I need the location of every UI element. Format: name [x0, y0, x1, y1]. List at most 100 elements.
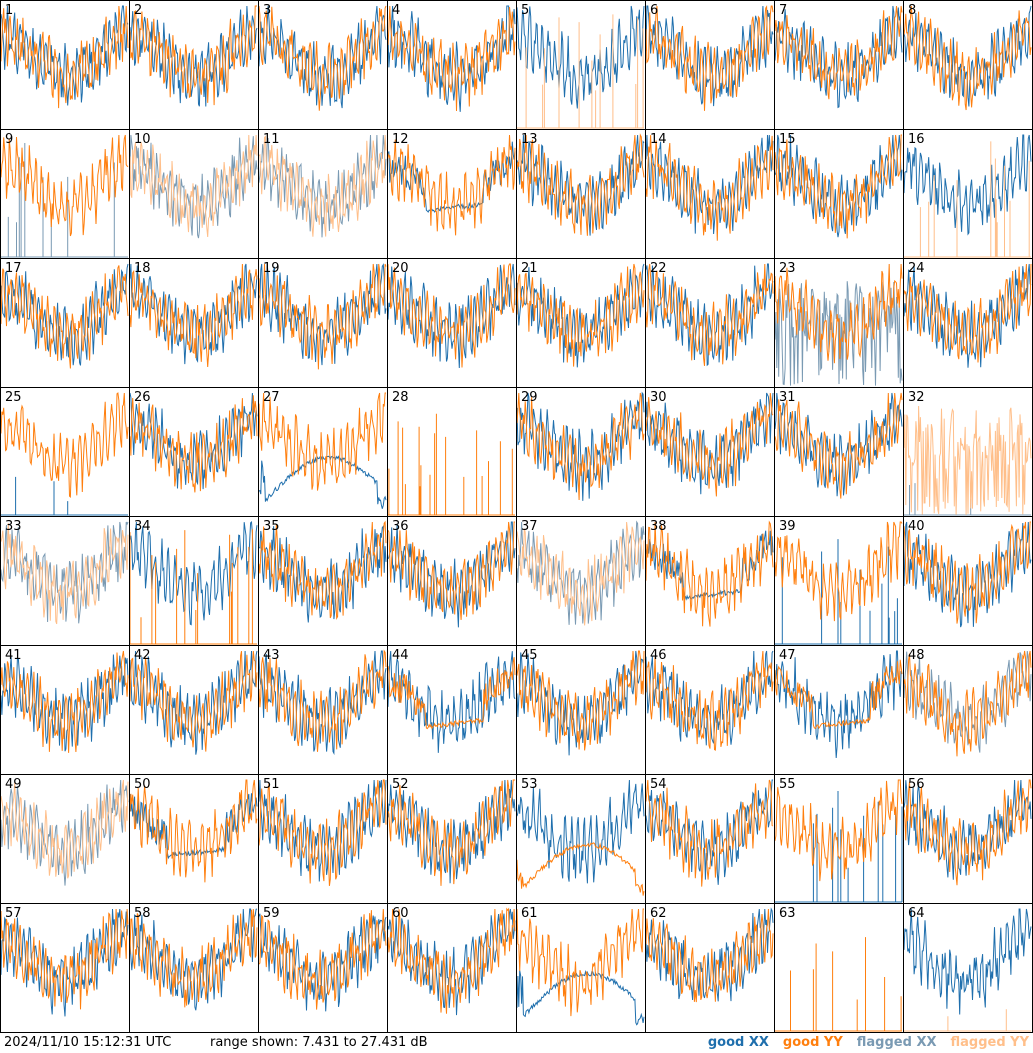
panel-plot	[258, 516, 388, 646]
panel-plot	[129, 516, 259, 646]
panel-frame	[387, 387, 517, 517]
series-yy-good	[903, 5, 1032, 111]
series-xx-good	[387, 650, 516, 753]
panel-label: 30	[650, 390, 667, 405]
spectrum-panel-21: 21	[516, 258, 646, 388]
panel-label: 42	[134, 648, 151, 663]
panel-plot	[645, 903, 775, 1033]
spectrum-panel-62: 62	[645, 903, 775, 1033]
series-yy-good	[0, 392, 129, 498]
panel-label: 64	[908, 906, 925, 921]
series-yy-good	[645, 5, 774, 111]
panel-label: 53	[521, 777, 538, 792]
series-yy-good	[775, 937, 902, 1032]
series-xx-good	[1, 476, 128, 516]
series-yy-good	[388, 413, 515, 516]
panel-plot	[516, 645, 646, 775]
spectrum-panel-45: 45	[516, 645, 646, 775]
panel-label: 62	[650, 906, 667, 921]
series-yy-good	[387, 521, 515, 620]
series-yy-good	[0, 650, 129, 753]
panel-label: 23	[779, 261, 796, 276]
spectrum-panel-30: 30	[645, 387, 775, 517]
panel-plot	[903, 387, 1033, 517]
panel-label: 40	[908, 519, 925, 534]
panel-label: 49	[5, 777, 22, 792]
series-xx-good	[903, 263, 1032, 368]
spectrum-panel-18: 18	[129, 258, 259, 388]
series-yy-good	[516, 392, 645, 501]
series-yy-good	[387, 779, 515, 886]
panel-label: 22	[650, 261, 667, 276]
series-xx-good	[774, 650, 903, 759]
series-xx-good	[258, 650, 387, 756]
panel-plot	[516, 0, 646, 130]
panel-label: 58	[134, 906, 151, 921]
series-yy-flagged	[517, 14, 644, 129]
panel-label: 8	[908, 3, 917, 18]
series-yy-good	[903, 263, 1032, 363]
series-yy-flagged	[0, 523, 129, 625]
panel-plot	[387, 387, 517, 517]
spectrum-panel-42: 42	[129, 645, 259, 775]
panel-plot	[258, 645, 388, 775]
series-xx-flagged	[0, 779, 129, 886]
panel-label: 21	[521, 261, 538, 276]
series-yy-good	[645, 520, 774, 627]
series-xx-good	[774, 134, 903, 238]
series-yy-good	[645, 779, 774, 887]
spectrum-panel-15: 15	[774, 129, 904, 259]
spectrum-panel-9: 9	[0, 129, 130, 259]
legend-good-yy: good YY	[783, 1033, 843, 1053]
panel-label: 48	[908, 648, 925, 663]
series-yy-good	[258, 520, 387, 620]
series-yy-good	[258, 263, 387, 370]
spectrum-panel-32: 32	[903, 387, 1033, 517]
series-xx-flagged	[1, 143, 128, 258]
panel-frame	[129, 258, 259, 388]
series-yy-good	[0, 134, 129, 237]
panel-label: 9	[5, 132, 14, 147]
series-xx-good	[258, 5, 387, 109]
panel-plot	[645, 258, 775, 388]
panel-label: 44	[392, 648, 409, 663]
panel-label: 61	[521, 906, 538, 921]
series-xx-good	[129, 263, 258, 365]
series-xx-good	[645, 134, 774, 235]
panel-label: 54	[650, 777, 667, 792]
series-xx-good	[903, 779, 1032, 880]
series-xx-flagged	[774, 281, 903, 386]
panel-label: 63	[779, 906, 796, 921]
panel-label: 7	[779, 3, 788, 18]
series-xx-good	[645, 907, 774, 1002]
series-xx-good	[903, 908, 1032, 1015]
spectrum-panel-60: 60	[387, 903, 517, 1033]
panel-label: 20	[392, 261, 409, 276]
panel-plot	[258, 0, 388, 130]
panel-plot	[774, 258, 904, 388]
series-xx-good	[387, 521, 516, 628]
panel-plot	[516, 774, 646, 904]
panel-plot	[903, 0, 1033, 130]
spectrum-panel-55: 55	[774, 774, 904, 904]
spectrum-panel-24: 24	[903, 258, 1033, 388]
panel-plot	[0, 903, 130, 1033]
series-yy-good	[774, 779, 903, 882]
panel-label: 59	[263, 906, 280, 921]
series-yy-good	[903, 650, 1032, 757]
panel-plot	[0, 129, 130, 259]
panel-plot	[645, 516, 775, 646]
series-xx-good	[645, 530, 774, 601]
panel-plot	[516, 129, 646, 259]
spectrum-panel-25: 25	[0, 387, 130, 517]
panel-plot	[774, 129, 904, 259]
panel-plot	[774, 774, 904, 904]
panel-plot	[0, 387, 130, 517]
panel-label: 24	[908, 261, 925, 276]
series-yy-good	[129, 650, 258, 752]
panel-frame	[129, 0, 259, 130]
spectrum-panel-29: 29	[516, 387, 646, 517]
spectrum-panel-52: 52	[387, 774, 517, 904]
panel-label: 11	[263, 132, 280, 147]
panel-plot	[387, 645, 517, 775]
